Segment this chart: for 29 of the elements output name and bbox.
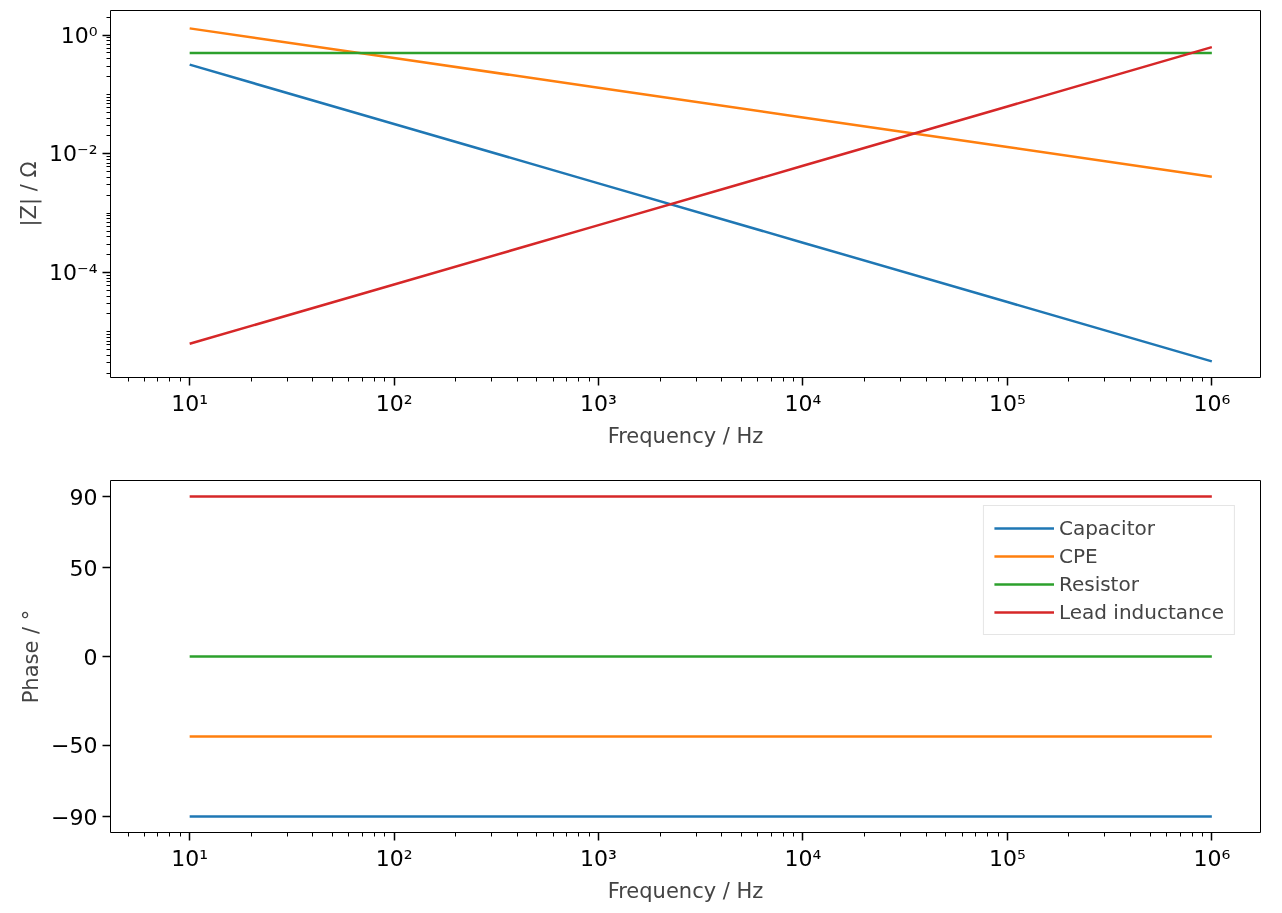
x-tick-label: 10⁴ — [784, 845, 822, 871]
x-tick-label: 10⁵ — [988, 390, 1026, 416]
legend-label: Capacitor — [1058, 516, 1155, 540]
y-tick-label: 10⁰ — [60, 22, 98, 48]
y-tick-label: 0 — [83, 644, 98, 670]
x-tick-label: 10⁵ — [988, 845, 1026, 871]
y-axis-title: Phase / ° — [19, 609, 44, 704]
x-axis-title: Frequency / Hz — [607, 878, 764, 903]
line-series — [188, 27, 1214, 179]
y-tick-label: 50 — [69, 555, 98, 581]
x-tick-label: 10³ — [580, 390, 617, 416]
legend-label: CPE — [1058, 544, 1098, 568]
y-tick-label: 10⁻² — [49, 141, 98, 167]
y-tick-label: 10⁻⁴ — [49, 259, 98, 285]
y-tick-label: −50 — [51, 733, 98, 759]
x-tick-label: 10³ — [580, 845, 617, 871]
y-tick-label: 90 — [69, 484, 98, 510]
x-tick-label: 10⁶ — [1193, 845, 1231, 871]
legend-label: Lead inductance — [1058, 600, 1224, 624]
x-tick-label: 10² — [375, 845, 413, 871]
legend-label: Resistor — [1058, 572, 1139, 596]
x-tick-label: 10² — [375, 390, 413, 416]
x-tick-label: 10¹ — [171, 845, 209, 871]
x-tick-label: 10⁶ — [1193, 390, 1231, 416]
y-tick-label: −90 — [51, 804, 98, 830]
x-tick-label: 10¹ — [171, 390, 209, 416]
y-axis-title: |Z| / Ω — [17, 161, 43, 227]
x-axis-title: Frequency / Hz — [607, 423, 764, 448]
x-tick-label: 10⁴ — [784, 390, 822, 416]
